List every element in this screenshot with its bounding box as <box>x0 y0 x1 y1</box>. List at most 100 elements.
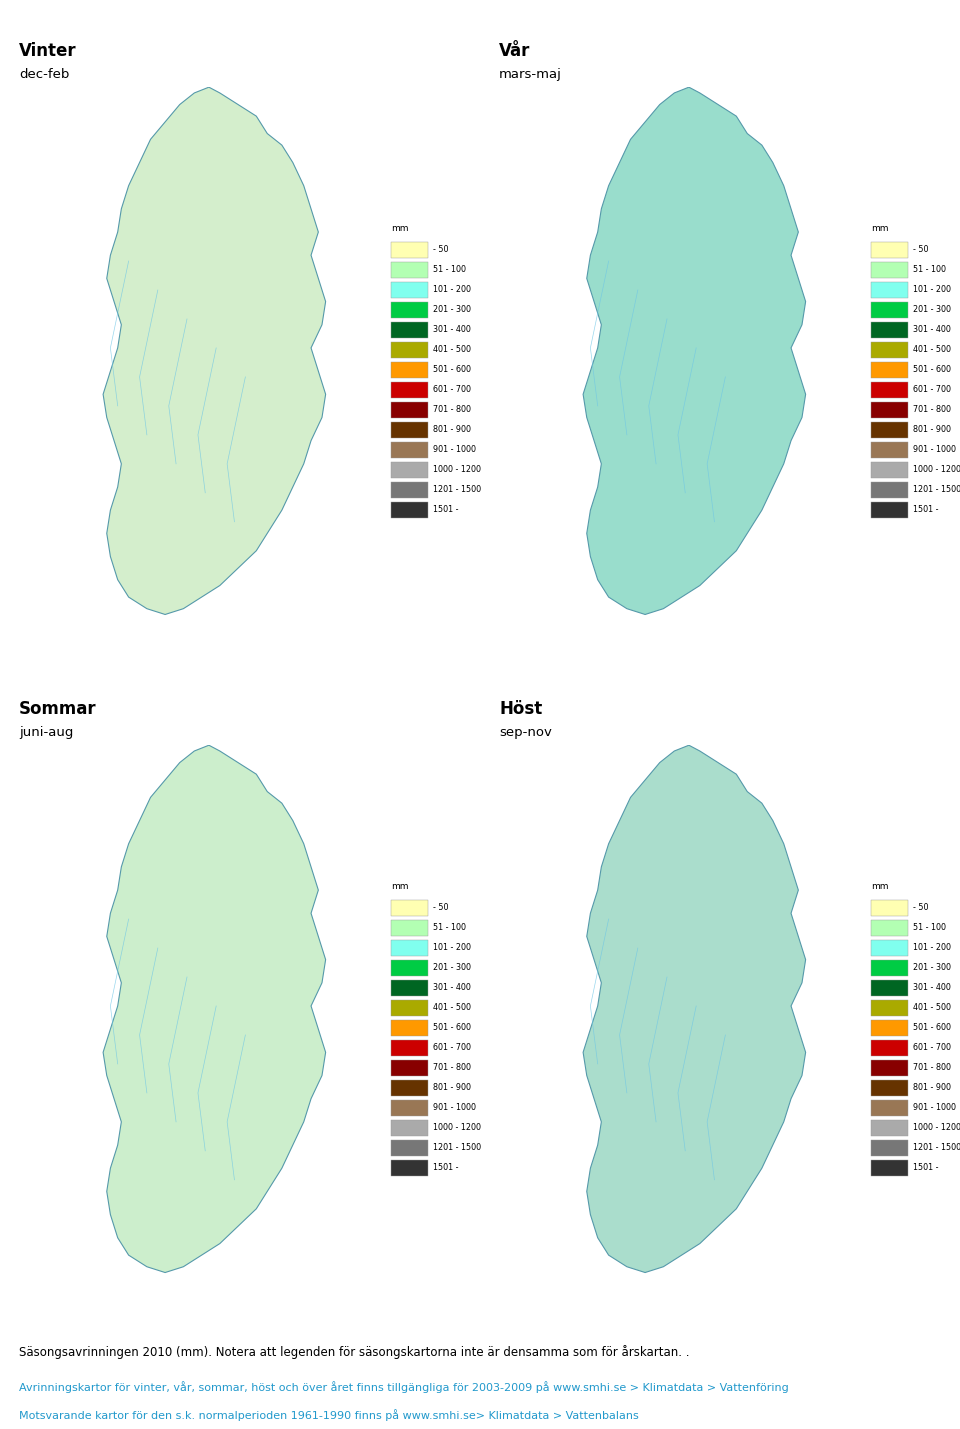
Bar <box>392 402 428 417</box>
Text: 301 - 400: 301 - 400 <box>913 983 950 992</box>
Text: 201 - 300: 201 - 300 <box>913 963 950 972</box>
Text: 401 - 500: 401 - 500 <box>433 1003 470 1012</box>
Polygon shape <box>583 746 805 1273</box>
Text: dec-feb: dec-feb <box>19 69 69 81</box>
Bar <box>392 362 428 377</box>
Text: 801 - 900: 801 - 900 <box>433 1083 470 1092</box>
Bar <box>872 282 908 297</box>
Text: 101 - 200: 101 - 200 <box>433 943 470 952</box>
Bar <box>872 1080 908 1096</box>
Bar <box>872 1160 908 1176</box>
Text: 601 - 700: 601 - 700 <box>913 386 950 394</box>
Text: 701 - 800: 701 - 800 <box>433 406 470 414</box>
Text: 1000 - 1200: 1000 - 1200 <box>433 466 481 474</box>
Text: 401 - 500: 401 - 500 <box>913 1003 950 1012</box>
Bar <box>872 1000 908 1016</box>
Text: mm: mm <box>392 224 409 233</box>
Bar <box>392 382 428 397</box>
Text: 901 - 1000: 901 - 1000 <box>913 446 956 454</box>
Text: 51 - 100: 51 - 100 <box>433 266 466 274</box>
Bar <box>872 302 908 317</box>
Bar <box>872 1100 908 1116</box>
Text: 401 - 500: 401 - 500 <box>433 346 470 354</box>
Polygon shape <box>103 746 325 1273</box>
Text: 1000 - 1200: 1000 - 1200 <box>913 466 960 474</box>
Bar <box>392 1000 428 1016</box>
Text: 101 - 200: 101 - 200 <box>913 286 950 294</box>
Bar <box>392 262 428 277</box>
Text: Höst: Höst <box>499 700 542 719</box>
Bar <box>872 442 908 457</box>
Text: 801 - 900: 801 - 900 <box>913 426 950 434</box>
Text: 1000 - 1200: 1000 - 1200 <box>433 1123 481 1132</box>
Text: 51 - 100: 51 - 100 <box>913 923 946 932</box>
Bar <box>872 1120 908 1136</box>
Text: 501 - 600: 501 - 600 <box>913 1023 950 1032</box>
Text: 801 - 900: 801 - 900 <box>913 1083 950 1092</box>
Bar <box>872 920 908 936</box>
Text: 901 - 1000: 901 - 1000 <box>433 446 476 454</box>
Bar <box>392 960 428 976</box>
Bar <box>392 1160 428 1176</box>
Bar <box>392 462 428 477</box>
Bar <box>872 342 908 357</box>
Text: Motsvarande kartor för den s.k. normalperioden 1961-1990 finns på www.smhi.se> K: Motsvarande kartor för den s.k. normalpe… <box>19 1409 639 1420</box>
Bar <box>872 262 908 277</box>
Text: 51 - 100: 51 - 100 <box>433 923 466 932</box>
Text: 301 - 400: 301 - 400 <box>433 983 470 992</box>
Text: 1201 - 1500: 1201 - 1500 <box>913 1143 960 1152</box>
Text: 701 - 800: 701 - 800 <box>913 1063 950 1072</box>
Text: 301 - 400: 301 - 400 <box>433 326 470 334</box>
Bar <box>392 1120 428 1136</box>
Bar <box>392 302 428 317</box>
Bar <box>392 282 428 297</box>
Text: 601 - 700: 601 - 700 <box>433 1043 470 1052</box>
Text: Vår: Vår <box>499 41 531 60</box>
Text: 201 - 300: 201 - 300 <box>433 306 470 314</box>
Bar <box>392 1080 428 1096</box>
Bar <box>392 502 428 517</box>
Text: 1201 - 1500: 1201 - 1500 <box>913 486 960 494</box>
Text: juni-aug: juni-aug <box>19 726 74 739</box>
Bar <box>872 900 908 916</box>
Text: 601 - 700: 601 - 700 <box>433 386 470 394</box>
Text: sep-nov: sep-nov <box>499 726 552 739</box>
Text: mm: mm <box>872 882 889 892</box>
Bar <box>872 482 908 497</box>
Bar <box>392 920 428 936</box>
Text: 101 - 200: 101 - 200 <box>433 286 470 294</box>
Text: 501 - 600: 501 - 600 <box>433 366 470 374</box>
Polygon shape <box>103 87 325 614</box>
Bar <box>392 1100 428 1116</box>
Text: 201 - 300: 201 - 300 <box>913 306 950 314</box>
Bar <box>872 382 908 397</box>
Text: 501 - 600: 501 - 600 <box>913 366 950 374</box>
Bar <box>872 980 908 996</box>
Bar <box>392 422 428 437</box>
Bar <box>872 462 908 477</box>
Text: 51 - 100: 51 - 100 <box>913 266 946 274</box>
Text: 1501 -: 1501 - <box>433 1163 458 1172</box>
Bar <box>872 1020 908 1036</box>
Text: mm: mm <box>872 224 889 233</box>
Polygon shape <box>583 87 805 614</box>
Bar <box>872 1060 908 1076</box>
Text: 701 - 800: 701 - 800 <box>913 406 950 414</box>
Bar <box>392 242 428 257</box>
Text: 501 - 600: 501 - 600 <box>433 1023 470 1032</box>
Bar <box>392 980 428 996</box>
Text: Avrinningskartor för vinter, vår, sommar, höst och över året finns tillgängliga : Avrinningskartor för vinter, vår, sommar… <box>19 1382 789 1393</box>
Text: mars-maj: mars-maj <box>499 69 562 81</box>
Text: 201 - 300: 201 - 300 <box>433 963 470 972</box>
Text: 1501 -: 1501 - <box>913 506 938 514</box>
Bar <box>392 1140 428 1156</box>
Bar <box>872 940 908 956</box>
Bar <box>392 1060 428 1076</box>
Bar <box>872 1140 908 1156</box>
Bar <box>392 342 428 357</box>
Bar <box>872 1040 908 1056</box>
Bar <box>392 1040 428 1056</box>
Text: Säsongsavrinningen 2010 (mm). Notera att legenden för säsongskartorna inte är de: Säsongsavrinningen 2010 (mm). Notera att… <box>19 1345 689 1359</box>
Text: Vinter: Vinter <box>19 41 77 60</box>
Text: mm: mm <box>392 882 409 892</box>
